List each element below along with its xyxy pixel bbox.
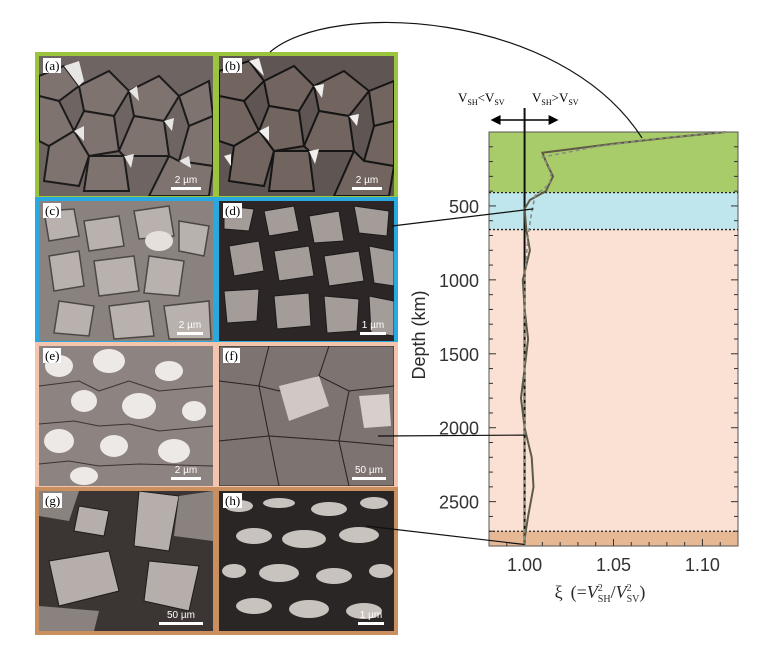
x-axis-label-xi: ξ [555, 582, 563, 602]
y-axis-label: Depth (km) [409, 290, 429, 379]
micrograph-a: (a) 2 µm [39, 56, 213, 196]
connector-upper-mantle [269, 21, 643, 139]
anisotropy-arrows [490, 115, 559, 125]
xtick-label-2: 1.10 [685, 555, 720, 575]
scale-label-d: 1 µm [361, 320, 385, 331]
scale-bar-h: 1 µm [358, 610, 384, 625]
micrograph-f: (f) 50 µm [219, 346, 394, 486]
scale-line-d [360, 332, 386, 335]
scale-label-f: 50 µm [355, 465, 383, 476]
x-axis-label-sv: SV [627, 594, 641, 605]
arrow-left-head [490, 115, 501, 125]
anisotropy-curves [519, 131, 726, 546]
panel-label-e: (e) [43, 348, 62, 363]
panel-label-f: (f) [223, 348, 240, 363]
scale-label-c: 2 µm [178, 320, 202, 331]
scale-line-b [352, 187, 382, 190]
micrograph-c-image [39, 201, 213, 341]
x-axis-label-vsh: V [587, 582, 600, 602]
region-boundaries [489, 191, 738, 532]
scale-bar-e: 2 µm [171, 465, 201, 480]
scale-bar-b: 2 µm [352, 175, 382, 190]
scale-label-b: 2 µm [355, 175, 379, 186]
ytick-label-1: 1000 [439, 271, 479, 291]
connector-lines [269, 21, 643, 546]
x-axis-label-slash: / [611, 582, 616, 602]
connector-d-double-prime [365, 525, 525, 546]
micrograph-e-image [39, 346, 213, 486]
connector-transition-zone [391, 208, 534, 227]
mantle-regions [489, 132, 738, 546]
micrograph-e: (e) 2 µm [39, 346, 213, 486]
ytick-label-2: 1500 [439, 345, 479, 365]
x-axis-label-vsv: V [616, 582, 629, 602]
scale-line-e [171, 477, 201, 480]
annotation-vsh-gt-vsv: VSH>VSV [532, 90, 579, 107]
x-axis-label-close: ) [639, 582, 645, 603]
micrograph-g: (g) 50 µm [39, 491, 213, 631]
x-axis-ticks: 1.00 1.05 1.10 [506, 539, 721, 575]
scale-bar-g: 50 µm [159, 610, 203, 625]
scale-label-g: 50 µm [167, 610, 195, 621]
scale-line-f [352, 477, 386, 480]
region-3 [489, 531, 738, 546]
region-2 [489, 229, 738, 532]
scale-line-g [159, 622, 203, 625]
ytick-label-0: 500 [449, 197, 479, 217]
xtick-label-0: 1.00 [507, 555, 542, 575]
micrograph-b-image [219, 56, 394, 196]
scale-line-c [177, 332, 203, 335]
connector-lower-mantle [377, 434, 525, 437]
x-axis-label-sq1: 2 [598, 583, 603, 594]
x-axis-label: ξ (=V2 SH/V2 SV) [555, 582, 646, 605]
scale-bar-d: 1 µm [360, 320, 386, 335]
x-axis-label-sq2: 2 [627, 583, 632, 594]
ytick-label-4: 2500 [439, 493, 479, 513]
scale-label-e: 2 µm [174, 465, 198, 476]
panel-label-c: (c) [43, 203, 62, 218]
micrograph-b: (b) 2 µm [219, 56, 394, 196]
scale-line-h [358, 622, 384, 625]
x-axis-label-eq: (= [571, 582, 587, 603]
micrograph-a-image [39, 56, 213, 196]
panel-label-h: (h) [223, 493, 243, 508]
panel-label-d: (d) [223, 203, 243, 218]
region-0 [489, 132, 738, 193]
arrow-right-head [548, 115, 559, 125]
scale-label-h: 1 µm [359, 610, 383, 621]
panel-label-g: (g) [43, 493, 63, 508]
scale-bar-f: 50 µm [352, 465, 386, 480]
ytick-label-3: 2000 [439, 419, 479, 439]
micrograph-c: (c) 2 µm [39, 201, 213, 341]
micrograph-d: (d) 1 µm [219, 201, 394, 341]
micrograph-h: (h) 1 µm [219, 491, 394, 631]
y-axis-ticks: 500 1000 1500 2000 2500 [439, 146, 738, 532]
scale-line-a [171, 187, 201, 190]
micrograph-h-image [219, 491, 394, 631]
scale-bar-a: 2 µm [171, 175, 201, 190]
annotation-vsh-lt-vsv: VSH<VSV [458, 90, 505, 107]
panel-label-a: (a) [43, 58, 62, 73]
xtick-label-1: 1.05 [596, 555, 631, 575]
micrograph-d-image [219, 201, 394, 341]
series-line-1 [523, 131, 726, 546]
scale-bar-c: 2 µm [177, 320, 203, 335]
panel-label-b: (b) [223, 58, 243, 73]
x-axis-label-sh: SH [598, 594, 611, 605]
scale-label-a: 2 µm [174, 175, 198, 186]
